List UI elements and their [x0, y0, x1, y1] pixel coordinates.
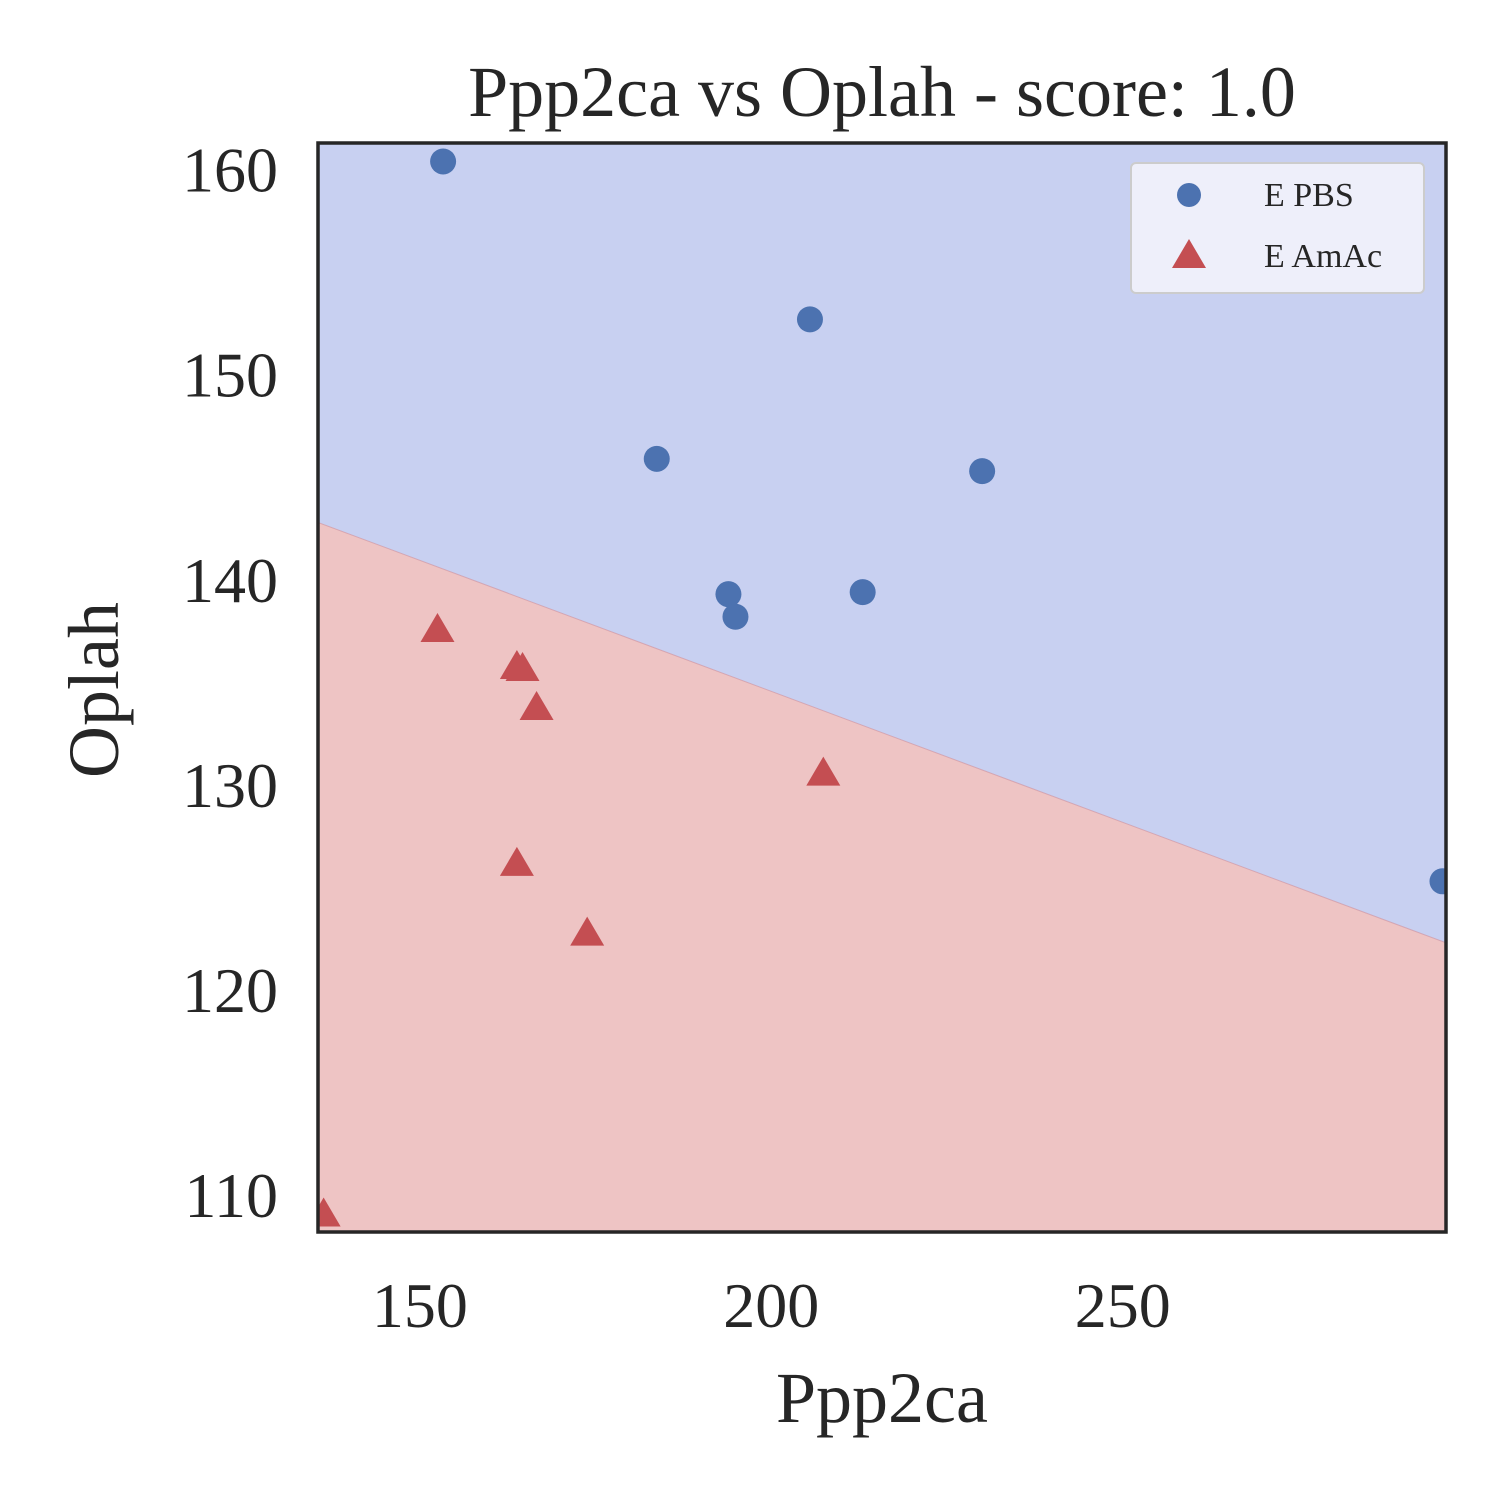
decision-regions	[318, 143, 1446, 1232]
point-e-amac	[519, 690, 554, 720]
legend-label-e-amac: E AmAc	[1264, 238, 1382, 275]
legend-label-e-pbs: E PBS	[1264, 177, 1354, 214]
point-e-pbs	[430, 148, 457, 175]
y-tick-label: 150	[182, 340, 278, 411]
legend: E PBS E AmAc	[1130, 162, 1425, 294]
legend-box	[1130, 162, 1425, 294]
data-points	[318, 148, 1446, 1227]
point-e-pbs	[722, 603, 749, 630]
plot-frame	[316, 141, 1448, 1234]
point-e-pbs	[796, 306, 823, 333]
point-e-amac	[505, 652, 540, 682]
x-tick-label: 150	[372, 1270, 468, 1341]
y-tick-label: 120	[182, 955, 278, 1026]
point-e-amac	[806, 756, 841, 786]
point-e-amac	[570, 916, 605, 946]
point-e-pbs	[1429, 868, 1446, 895]
y-tick-label: 110	[184, 1160, 278, 1231]
point-e-amac	[420, 613, 455, 643]
point-e-amac	[318, 1197, 341, 1227]
x-tick-label: 250	[1075, 1270, 1171, 1341]
legend-marker-e-pbs	[1177, 183, 1201, 207]
y-tick-label: 140	[182, 545, 278, 616]
y-tick-label: 160	[182, 135, 278, 206]
y-axis-ticks: 110 120 130 140 150 160	[182, 135, 278, 1231]
point-e-pbs	[715, 581, 742, 608]
region-e-pbs	[318, 143, 1446, 943]
point-e-pbs	[849, 579, 876, 606]
region-e-amac	[318, 522, 1446, 1232]
y-tick-label: 130	[182, 750, 278, 821]
point-e-pbs	[643, 445, 670, 472]
y-axis-label: Oplah	[54, 602, 134, 778]
x-axis-label: Ppp2ca	[776, 1358, 988, 1438]
point-e-amac	[499, 846, 534, 876]
x-tick-label: 200	[723, 1270, 819, 1341]
legend-marker-e-amac	[1172, 239, 1206, 268]
point-e-pbs	[969, 458, 996, 485]
decision-boundary-line	[318, 521, 1446, 944]
chart-title: Ppp2ca vs Oplah - score: 1.0	[468, 52, 1296, 132]
x-axis-ticks: 150 200 250	[372, 1270, 1171, 1341]
